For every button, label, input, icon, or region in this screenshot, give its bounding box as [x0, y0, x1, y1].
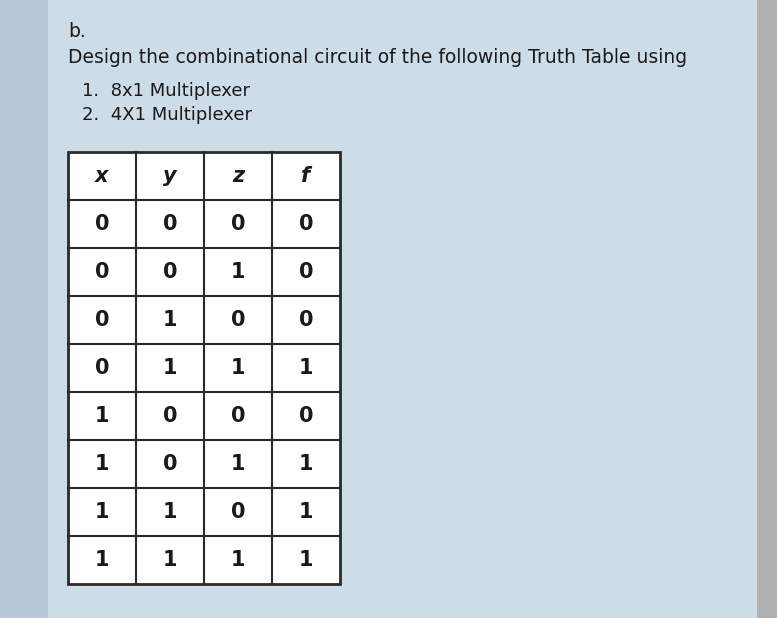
Bar — [0, 0, 48, 618]
Text: 0: 0 — [95, 358, 110, 378]
Text: 1: 1 — [95, 502, 110, 522]
Text: z: z — [232, 166, 244, 186]
Bar — [68, 152, 340, 584]
Text: x: x — [96, 166, 109, 186]
Bar — [68, 152, 340, 584]
Text: 0: 0 — [231, 214, 246, 234]
Text: 1: 1 — [162, 502, 177, 522]
Text: 0: 0 — [231, 406, 246, 426]
Text: 2.  4X1 Multiplexer: 2. 4X1 Multiplexer — [82, 106, 252, 124]
Text: 0: 0 — [298, 214, 313, 234]
Text: 1: 1 — [231, 358, 246, 378]
Bar — [757, 0, 777, 618]
Text: 0: 0 — [162, 406, 177, 426]
Text: 1: 1 — [95, 454, 110, 474]
Text: 1: 1 — [162, 358, 177, 378]
Text: 0: 0 — [95, 310, 110, 330]
Text: 1: 1 — [298, 502, 313, 522]
Text: 1: 1 — [298, 550, 313, 570]
Text: b.: b. — [68, 22, 85, 41]
Text: 0: 0 — [298, 262, 313, 282]
Text: 1: 1 — [231, 550, 246, 570]
Text: 1: 1 — [95, 550, 110, 570]
Text: 1: 1 — [162, 310, 177, 330]
Text: y: y — [163, 166, 177, 186]
Text: 1: 1 — [231, 262, 246, 282]
Text: 1: 1 — [162, 550, 177, 570]
Text: 0: 0 — [95, 262, 110, 282]
Text: 0: 0 — [231, 310, 246, 330]
Text: 1: 1 — [298, 358, 313, 378]
Text: 0: 0 — [162, 262, 177, 282]
Text: 0: 0 — [231, 502, 246, 522]
Text: Design the combinational circuit of the following Truth Table using: Design the combinational circuit of the … — [68, 48, 687, 67]
Text: 1: 1 — [231, 454, 246, 474]
Text: f: f — [301, 166, 311, 186]
Text: 0: 0 — [298, 310, 313, 330]
Text: 1: 1 — [298, 454, 313, 474]
Text: 0: 0 — [95, 214, 110, 234]
Text: 0: 0 — [162, 214, 177, 234]
Text: 0: 0 — [298, 406, 313, 426]
Text: 0: 0 — [162, 454, 177, 474]
Text: 1: 1 — [95, 406, 110, 426]
Text: 1.  8x1 Multiplexer: 1. 8x1 Multiplexer — [82, 82, 250, 100]
